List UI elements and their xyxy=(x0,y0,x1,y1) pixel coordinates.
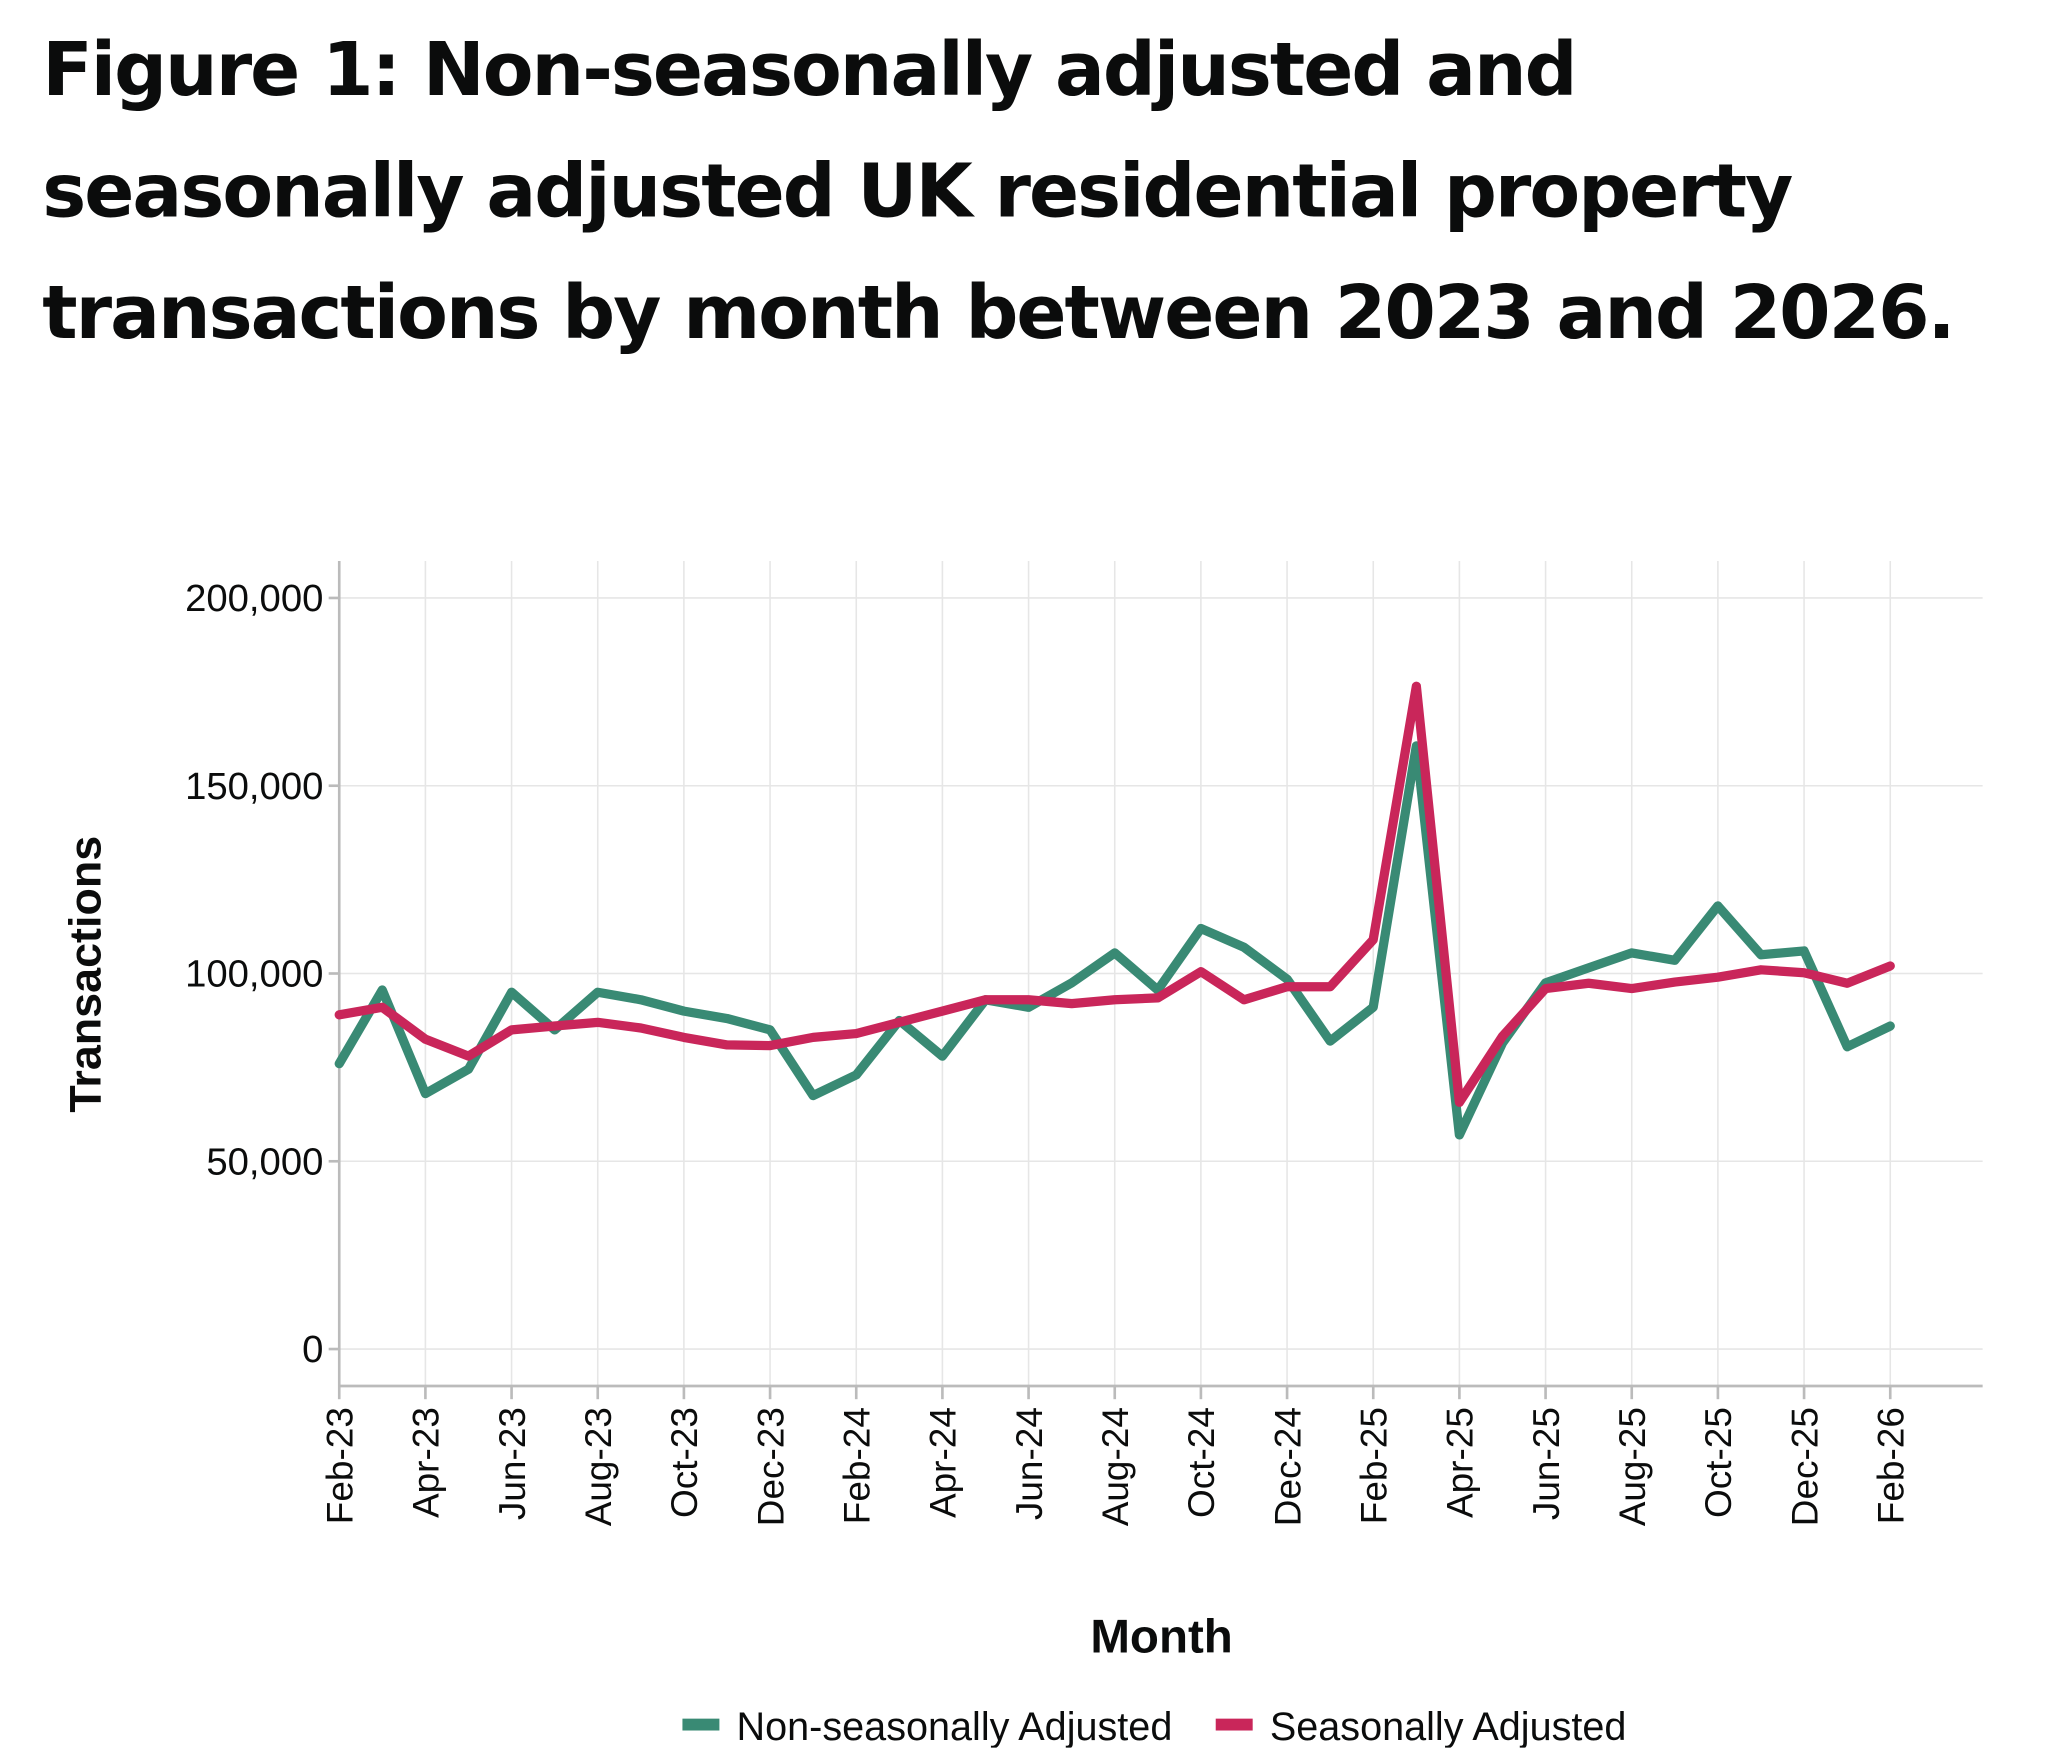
x-tick-label: Aug-24 xyxy=(1095,1407,1136,1526)
y-tick-label: 200,000 xyxy=(185,577,323,620)
legend-label: Non-seasonally Adjusted xyxy=(737,1705,1173,1748)
x-tick-label: Apr-24 xyxy=(923,1407,964,1518)
y-tick-label: 100,000 xyxy=(185,953,323,996)
x-tick-label: Jun-24 xyxy=(1009,1407,1050,1520)
legend-swatch xyxy=(1215,1718,1253,1731)
x-tick-label: Aug-23 xyxy=(578,1407,619,1526)
x-tick-label: Feb-26 xyxy=(1870,1407,1911,1524)
y-axis-label: Transactions xyxy=(59,836,110,1113)
legend-label: Seasonally Adjusted xyxy=(1270,1705,1627,1748)
x-tick-label: Dec-23 xyxy=(750,1407,791,1526)
x-tick-label: Apr-23 xyxy=(406,1407,447,1518)
x-tick-label: Dec-25 xyxy=(1784,1407,1825,1526)
legend: Non-seasonally Adjusted Seasonally Adjust… xyxy=(682,1705,1626,1748)
x-tick-label: Feb-25 xyxy=(1353,1407,1394,1524)
x-tick-label: Jun-25 xyxy=(1526,1407,1567,1520)
x-tick-label: Oct-25 xyxy=(1698,1407,1739,1518)
y-tick-label: 50,000 xyxy=(206,1140,323,1183)
x-tick-label: Apr-25 xyxy=(1440,1407,1481,1518)
x-axis-label: Month xyxy=(1090,1611,1232,1664)
x-tick-label: Feb-23 xyxy=(319,1407,360,1524)
axes: 0 50,000 100,000 150,000 200,000 Feb-23 Apr-23… xyxy=(185,561,1983,1526)
y-tick-label: 0 xyxy=(302,1328,323,1371)
x-tick-label: Dec-24 xyxy=(1267,1407,1308,1526)
x-tick-label: Oct-24 xyxy=(1181,1407,1222,1518)
y-tick-label: 150,000 xyxy=(185,765,323,808)
x-tick-label: Feb-24 xyxy=(836,1407,877,1524)
chart-title: Figure 1: Non-seasonally adjusted and se… xyxy=(42,27,1955,357)
legend-swatch xyxy=(682,1718,720,1731)
series-lines xyxy=(334,681,1895,1140)
x-tick-label: Oct-23 xyxy=(664,1407,705,1518)
x-tick-label: Aug-25 xyxy=(1612,1407,1653,1526)
x-tick-label: Jun-23 xyxy=(492,1407,533,1520)
